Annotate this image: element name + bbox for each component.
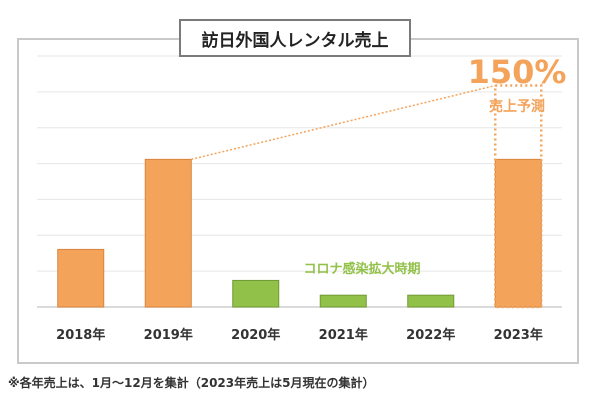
forecast-value: 150% xyxy=(467,53,567,91)
x-tick-label: 2022年 xyxy=(406,327,455,343)
x-tick-label: 2021年 xyxy=(319,327,368,343)
bar-2022年 xyxy=(407,294,455,308)
x-tick-label: 2023年 xyxy=(494,327,543,343)
footnote: ※各年売上は、1月～12月を集計（2023年売上は5月現在の集計） xyxy=(8,376,375,390)
x-tick-label: 2020年 xyxy=(231,327,280,343)
bar-2021年 xyxy=(319,294,367,308)
covid-period-label: コロナ感染拡大時期 xyxy=(303,262,421,277)
x-tick-label: 2018年 xyxy=(56,327,105,343)
forecast-trend-line xyxy=(191,84,496,161)
x-tick-label: 2019年 xyxy=(144,327,193,343)
bar-2020年 xyxy=(232,279,280,308)
chart-title: 訪日外国人レンタル売上 xyxy=(179,19,411,57)
forecast-outline xyxy=(494,84,543,309)
bar-2023年 xyxy=(494,158,542,308)
forecast-label: 売上予測 xyxy=(489,99,545,115)
bar-2018年 xyxy=(57,248,105,308)
bar-2019年 xyxy=(144,158,192,308)
